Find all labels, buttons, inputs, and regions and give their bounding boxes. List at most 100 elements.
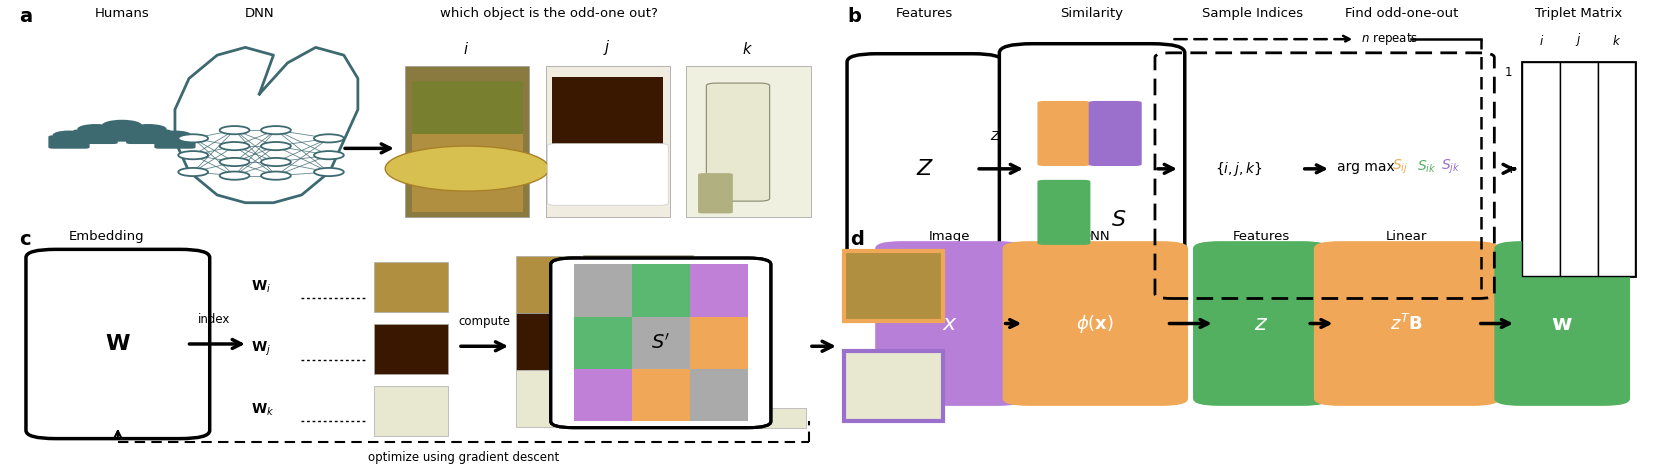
Circle shape <box>385 146 550 191</box>
Text: $\mathbf{W}_i$: $\mathbf{W}_i$ <box>251 279 271 295</box>
Text: which object is the odd-one out?: which object is the odd-one out? <box>440 7 658 21</box>
Bar <box>844 351 943 421</box>
Bar <box>517 370 580 427</box>
FancyBboxPatch shape <box>1000 44 1184 294</box>
Bar <box>689 317 747 369</box>
Text: predicted: predicted <box>957 265 1020 278</box>
Circle shape <box>178 168 208 176</box>
Text: Similarity: Similarity <box>1061 7 1123 21</box>
Circle shape <box>158 131 191 140</box>
Text: $S_{jk}$: $S_{jk}$ <box>1442 157 1460 176</box>
Text: $S'$: $S'$ <box>651 333 671 353</box>
Bar <box>583 408 693 428</box>
Text: $\mathbf{W}_j$: $\mathbf{W}_j$ <box>251 340 271 358</box>
Text: $\mathbf{w}$: $\mathbf{w}$ <box>1551 313 1573 333</box>
Bar <box>1523 62 1560 276</box>
FancyBboxPatch shape <box>98 126 146 142</box>
FancyBboxPatch shape <box>706 83 769 201</box>
Circle shape <box>53 131 85 140</box>
Bar <box>374 262 448 312</box>
Circle shape <box>219 171 249 180</box>
FancyBboxPatch shape <box>27 249 209 439</box>
FancyBboxPatch shape <box>551 258 771 428</box>
Text: $z$: $z$ <box>1254 313 1267 333</box>
Text: Embedding: Embedding <box>1525 230 1600 243</box>
FancyBboxPatch shape <box>1495 241 1629 406</box>
Bar <box>517 313 580 370</box>
Bar <box>575 264 631 317</box>
Text: $z^T\mathbf{B}$: $z^T\mathbf{B}$ <box>1390 313 1423 333</box>
Text: $S$: $S$ <box>1111 210 1126 230</box>
Bar <box>696 408 806 428</box>
Bar <box>517 256 580 313</box>
Text: optimize using gradient descent: optimize using gradient descent <box>367 451 560 464</box>
Bar <box>631 317 689 369</box>
Circle shape <box>314 151 344 159</box>
Text: $\mathbf{W}$: $\mathbf{W}$ <box>105 334 131 354</box>
Text: $j$: $j$ <box>1576 31 1581 48</box>
Text: Features: Features <box>1232 230 1289 243</box>
Bar <box>1523 62 1634 276</box>
Bar <box>686 66 811 217</box>
Circle shape <box>219 158 249 166</box>
Text: $k$: $k$ <box>742 42 752 57</box>
FancyBboxPatch shape <box>1038 180 1090 245</box>
Circle shape <box>178 134 208 142</box>
Text: a: a <box>20 7 33 26</box>
Circle shape <box>178 151 208 159</box>
FancyBboxPatch shape <box>1314 241 1500 406</box>
Text: $\{i,j,k\}$: $\{i,j,k\}$ <box>1214 160 1262 178</box>
FancyBboxPatch shape <box>154 135 196 149</box>
Text: $i$: $i$ <box>1538 34 1543 48</box>
Text: arg max: arg max <box>1337 160 1399 174</box>
Text: d: d <box>850 230 864 249</box>
Text: DNN: DNN <box>1081 230 1110 243</box>
Circle shape <box>78 124 113 134</box>
Text: $\mathbf{W}_k$: $\mathbf{W}_k$ <box>251 402 274 418</box>
Circle shape <box>314 134 344 142</box>
FancyBboxPatch shape <box>1088 101 1141 166</box>
Bar <box>583 255 693 278</box>
Text: Embedding: Embedding <box>70 230 145 243</box>
Circle shape <box>130 124 166 134</box>
Bar <box>374 324 448 374</box>
Circle shape <box>261 126 291 134</box>
Text: $n$ repeats: $n$ repeats <box>1362 31 1418 47</box>
Text: $S_{ij}$: $S_{ij}$ <box>1392 157 1409 176</box>
Bar <box>553 77 663 164</box>
Text: $\phi(\mathbf{x})$: $\phi(\mathbf{x})$ <box>1076 312 1115 334</box>
Circle shape <box>219 126 249 134</box>
Text: $S_{ik}$: $S_{ik}$ <box>1417 158 1437 175</box>
Text: store: store <box>1530 98 1541 128</box>
Text: Triplet Matrix: Triplet Matrix <box>1535 7 1623 21</box>
Text: Humans: Humans <box>95 7 149 21</box>
Text: :: : <box>1508 162 1513 176</box>
FancyBboxPatch shape <box>126 129 171 144</box>
Text: $x$: $x$ <box>942 313 958 333</box>
FancyBboxPatch shape <box>875 241 1025 406</box>
Bar <box>631 369 689 421</box>
Bar <box>1598 62 1634 276</box>
Circle shape <box>261 158 291 166</box>
Bar <box>546 66 669 217</box>
Bar <box>412 129 523 212</box>
Bar <box>631 264 689 317</box>
Text: $ZZ^T$: $ZZ^T$ <box>990 127 1017 144</box>
Text: Find odd-one-out: Find odd-one-out <box>1345 7 1458 21</box>
Circle shape <box>261 171 291 180</box>
FancyBboxPatch shape <box>48 135 90 149</box>
Text: Linear: Linear <box>1385 230 1427 243</box>
FancyBboxPatch shape <box>1038 101 1090 166</box>
Circle shape <box>219 142 249 150</box>
Text: b: b <box>847 7 860 26</box>
Circle shape <box>314 168 344 176</box>
Text: Image: Image <box>928 230 970 243</box>
Bar <box>689 264 747 317</box>
FancyBboxPatch shape <box>1193 241 1329 406</box>
FancyBboxPatch shape <box>548 144 668 205</box>
Text: $1$: $1$ <box>1505 66 1513 79</box>
Text: Features: Features <box>897 7 953 21</box>
Bar <box>844 251 943 321</box>
Bar <box>575 369 631 421</box>
Circle shape <box>261 142 291 150</box>
